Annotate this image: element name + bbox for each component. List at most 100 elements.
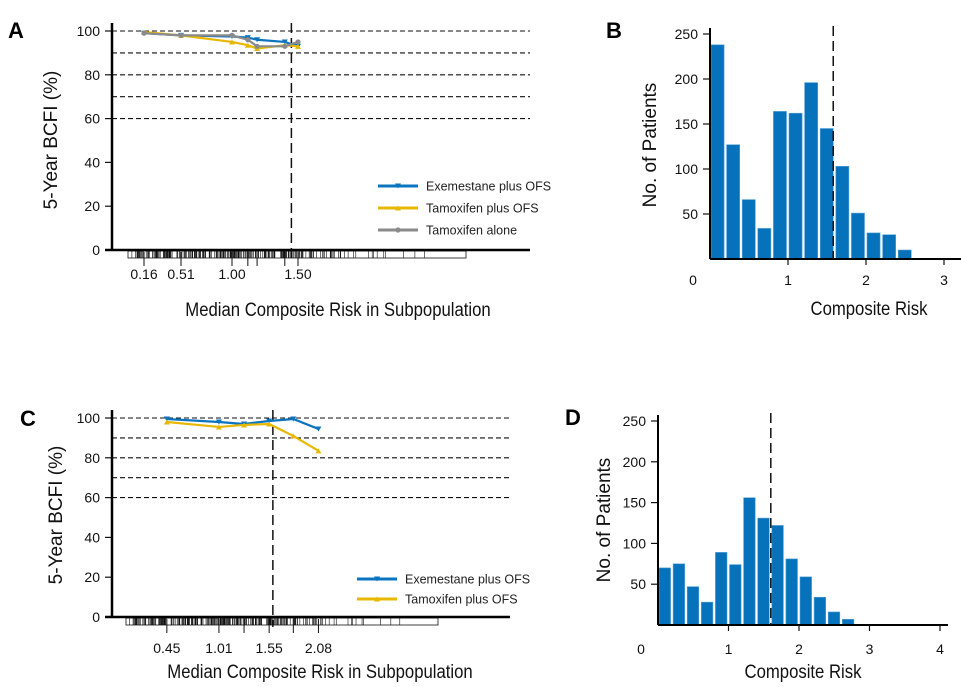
y-tick-label: 80 <box>84 67 100 83</box>
y-tick-label: 100 <box>675 161 699 177</box>
legend-label: Exemestane plus OFS <box>426 180 551 194</box>
data-point <box>229 32 235 38</box>
data-point <box>244 42 251 48</box>
y-tick-label: 40 <box>84 529 100 545</box>
data-point <box>395 205 401 211</box>
histogram-bar <box>726 144 740 260</box>
panel-letter: A <box>8 18 24 43</box>
x-axis-title: Composite Risk <box>811 298 928 319</box>
panel-letter: B <box>606 18 622 43</box>
x-tick-label: 0 <box>689 272 697 288</box>
series-tamoxifen-alone <box>141 30 301 49</box>
histogram-bar <box>897 249 912 260</box>
x-tick-label: 1 <box>725 641 733 657</box>
y-tick-label: 150 <box>675 116 699 132</box>
histogram-bar <box>804 82 818 260</box>
data-point <box>290 433 297 439</box>
rug-plot <box>127 250 467 259</box>
legend-item: Exemestane plus OFS <box>378 180 551 194</box>
y-axis-title: No. of Patients <box>640 83 661 208</box>
x-tick-label: 2 <box>862 272 870 288</box>
y-axis-title: 5-Year BCFI (%) <box>46 446 67 585</box>
panel-letter: C <box>20 406 36 431</box>
panel-d-histogram: D No. of Patients Composite Risk 50 100 150 20… <box>565 405 948 682</box>
x-tick-label: 4 <box>936 641 944 657</box>
legend-item: Tamoxifen plus OFS <box>378 202 539 216</box>
histogram-bar <box>686 586 700 626</box>
data-point <box>266 418 273 424</box>
data-point <box>374 596 380 602</box>
x-tick-label: 1 <box>784 272 792 288</box>
histogram-bar <box>771 525 784 626</box>
histogram-bar <box>743 497 756 626</box>
x-axis-title: Composite Risk <box>745 661 862 682</box>
data-point <box>266 421 273 427</box>
data-point <box>290 416 297 422</box>
y-tick-label: 200 <box>675 71 699 87</box>
rug-plot <box>125 617 439 626</box>
series-exemestane-plus-ofs <box>163 416 322 432</box>
histogram-bar <box>835 166 850 260</box>
y-axis-title: No. of Patients <box>594 458 615 583</box>
x-tick-label: 2.08 <box>305 640 332 656</box>
y-tick-label: 80 <box>84 450 100 466</box>
series-tamoxifen-plus-ofs <box>163 419 322 454</box>
series-line <box>166 420 320 452</box>
y-axis-title: 5-Year BCFI (%) <box>41 71 62 210</box>
data-point <box>141 30 147 36</box>
histogram-bar <box>757 517 770 626</box>
y-tick-label: 60 <box>84 111 100 127</box>
x-tick-label: 0.45 <box>153 640 180 656</box>
legend-label: Tamoxifen alone <box>426 224 517 238</box>
histogram-bar <box>882 234 896 260</box>
data-point <box>282 43 288 49</box>
histogram-bar <box>851 212 865 260</box>
y-tick-label: 100 <box>77 410 101 426</box>
data-point <box>245 37 251 43</box>
y-tick-label: 20 <box>84 198 100 214</box>
y-tick-label: 50 <box>630 576 646 592</box>
panel-letter: D <box>565 405 581 430</box>
legend-item: Tamoxifen plus OFS <box>357 593 518 607</box>
data-point <box>163 416 170 422</box>
panel-c-line-chart: C 5-Year BCFI (%) Median Composite Risk in… <box>20 406 530 682</box>
legend-item: Tamoxifen alone <box>378 224 517 238</box>
legend-label: Tamoxifen plus OFS <box>405 593 518 607</box>
data-point <box>215 424 222 430</box>
histogram-bar <box>813 596 826 626</box>
data-point <box>395 227 401 233</box>
y-tick-label: 100 <box>623 535 647 551</box>
histogram-bar <box>785 558 798 626</box>
x-tick-label: 1.00 <box>218 266 245 282</box>
x-tick-label: 1.01 <box>205 640 232 656</box>
data-point <box>374 576 380 582</box>
y-tick-label: 150 <box>623 495 647 511</box>
histogram-bar <box>710 44 725 260</box>
y-tick-label: 100 <box>77 23 101 39</box>
x-axis-title: Median Composite Risk in Subpopulation <box>185 299 490 320</box>
data-point <box>241 422 248 428</box>
y-tick-label: 50 <box>682 206 698 222</box>
y-tick-label: 250 <box>675 26 699 42</box>
y-tick-label: 0 <box>92 609 100 625</box>
y-tick-label: 200 <box>623 454 647 470</box>
x-tick-label: 1.55 <box>256 640 283 656</box>
x-tick-label: 3 <box>940 272 948 288</box>
x-tick-label: 0.51 <box>167 266 194 282</box>
data-point <box>395 183 401 189</box>
y-tick-label: 40 <box>84 154 100 170</box>
histogram-bar <box>741 199 756 260</box>
x-tick-label: 1.50 <box>284 266 311 282</box>
x-tick-label: 3 <box>866 641 874 657</box>
data-point <box>295 39 301 45</box>
data-point <box>229 39 235 45</box>
histogram-bar <box>757 228 772 260</box>
legend-label: Tamoxifen plus OFS <box>426 202 539 216</box>
y-tick-label: 250 <box>623 413 647 429</box>
histogram-bar <box>715 552 728 626</box>
series-line <box>166 417 319 430</box>
x-tick-label: 2 <box>795 641 803 657</box>
histogram-bar <box>827 611 841 626</box>
y-tick-label: 0 <box>92 242 100 258</box>
data-point <box>281 39 288 45</box>
